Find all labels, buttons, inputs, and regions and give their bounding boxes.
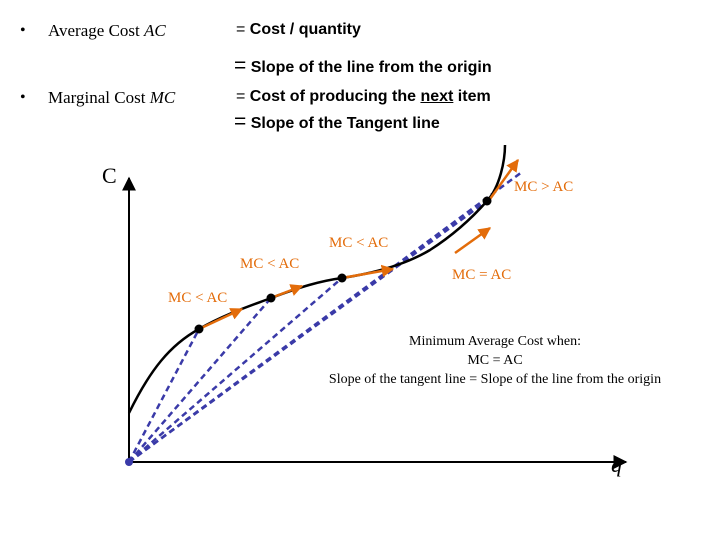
origin-point (125, 458, 133, 466)
marginal-cost-next: next (420, 88, 454, 105)
tangent-line (270, 284, 304, 300)
ray-line (128, 297, 272, 463)
ray-line (128, 199, 488, 464)
annotation-line-3: Slope of the tangent line = Slope of the… (329, 372, 661, 387)
bullet-marker: • (20, 22, 26, 39)
tangent-line (454, 226, 492, 255)
tangent-line (198, 307, 244, 331)
curve-point (337, 273, 347, 283)
average-cost-definition: = Cost / quantity (236, 21, 361, 39)
curve-point (194, 324, 204, 334)
marginal-cost-label: Marginal Cost (48, 88, 146, 107)
label-mc-lt-ac: MC < AC (240, 256, 299, 272)
tangent-lines (198, 158, 520, 331)
curve-points (194, 196, 492, 334)
average-cost-term: Average Cost AC (48, 21, 166, 41)
y-axis-label: C (102, 163, 117, 188)
annotation-line-2: MC = AC (467, 353, 522, 368)
equals-sign: = (236, 21, 246, 38)
average-cost-slope: Slope of the line from the origin (250, 59, 492, 76)
marginal-cost-term: Marginal Cost MC (48, 88, 175, 108)
equals-sign: = (236, 88, 246, 105)
marginal-cost-symbol: MC (149, 88, 176, 107)
average-cost-symbol: AC (144, 21, 166, 40)
marginal-cost-formula-post: item (453, 88, 491, 105)
ray-line (128, 170, 523, 464)
average-cost-formula: Cost / quantity (249, 21, 361, 38)
x-axis-label: q (611, 452, 622, 477)
label-mc-eq-ac: MC = AC (452, 267, 511, 283)
marginal-cost-definition: = Cost of producing the next item (236, 88, 491, 106)
marginal-cost-slope-text: = Slope of the Tangent line (234, 110, 440, 134)
equals-sign: = (234, 110, 247, 133)
tangent-line (341, 264, 395, 280)
average-cost-slope-text: = Slope of the line from the origin (234, 54, 492, 78)
label-mc-lt-ac: MC < AC (329, 235, 388, 251)
annotation-line-1: Minimum Average Cost when: (409, 334, 581, 349)
marginal-cost-slope: Slope of the Tangent line (250, 115, 440, 132)
ray-line (127, 328, 201, 463)
marginal-cost-formula-pre: Cost of producing the (249, 88, 421, 105)
curve-point (266, 293, 276, 303)
label-mc-lt-ac: MC < AC (168, 290, 227, 306)
tangent-line (488, 158, 520, 200)
origin-rays (127, 170, 523, 464)
ray-line (128, 277, 343, 463)
curve-point (482, 196, 492, 206)
average-cost-label: Average Cost (48, 21, 140, 40)
bullet-marker: • (20, 89, 26, 106)
label-mc-gt-ac: MC > AC (514, 179, 573, 195)
equals-sign: = (234, 54, 247, 77)
